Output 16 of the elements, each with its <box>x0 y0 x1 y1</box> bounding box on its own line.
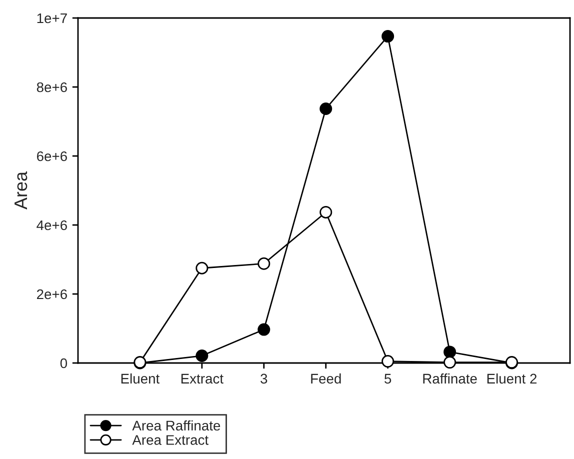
legend-label: Area Raffinate <box>132 420 220 431</box>
y-tick-label: 0 <box>60 358 68 368</box>
y-tick-label: 6e+6 <box>37 151 67 162</box>
x-tick-label: Eluent 2 <box>487 373 537 384</box>
x-tick-label: 5 <box>384 374 392 384</box>
x-tick-label: Feed <box>311 373 341 384</box>
legend-label: Area Extract <box>132 435 208 445</box>
y-tick-label: 8e+6 <box>36 82 67 92</box>
y-tick-label: 2e+6 <box>37 289 67 300</box>
y-tick-label: 4e+6 <box>36 220 67 230</box>
x-tick-label: 3 <box>260 374 268 384</box>
y-axis-title: Area <box>14 171 28 210</box>
x-tick-label: Raffinate <box>423 373 477 384</box>
y-tick-label: 1e+7 <box>37 13 67 24</box>
x-tick-label: Eluent <box>121 373 160 384</box>
x-tick-label: Extract <box>181 374 224 384</box>
